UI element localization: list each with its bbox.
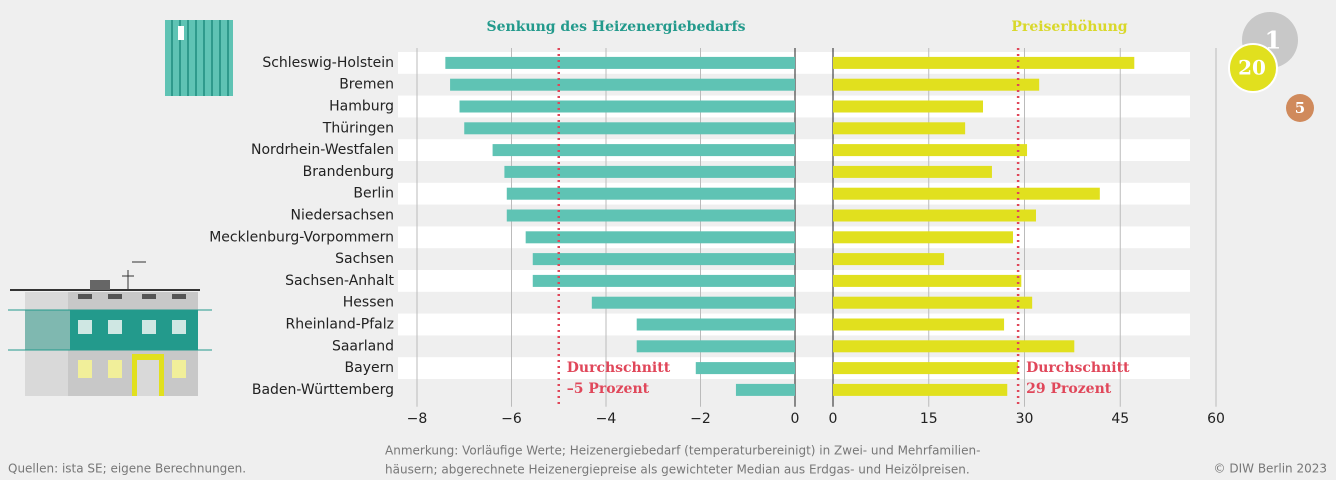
bar bbox=[636, 318, 795, 331]
coin-label: 5 bbox=[1295, 99, 1305, 117]
bar bbox=[833, 340, 1075, 353]
x-tick-label: 60 bbox=[1207, 411, 1225, 427]
bar bbox=[532, 253, 795, 266]
category-label: Saarland bbox=[332, 338, 394, 354]
source: Quellen: ista SE; eigene Berechnungen. bbox=[8, 462, 246, 476]
radiator-icon bbox=[165, 20, 233, 96]
category-label: Schleswig-Holstein bbox=[262, 55, 394, 71]
category-label: Brandenburg bbox=[303, 164, 394, 180]
x-tick-label: 0 bbox=[829, 411, 838, 427]
bar bbox=[464, 122, 795, 135]
bar bbox=[833, 187, 1100, 200]
bar bbox=[636, 340, 795, 353]
bar bbox=[833, 144, 1028, 157]
category-label: Thüringen bbox=[322, 120, 394, 136]
bar bbox=[833, 231, 1014, 244]
category-label: Sachsen bbox=[335, 251, 394, 267]
bar bbox=[833, 56, 1135, 69]
x-tick-label: 30 bbox=[1016, 411, 1034, 427]
category-label: Hamburg bbox=[329, 99, 394, 115]
category-label: Berlin bbox=[353, 186, 394, 202]
category-label: Hessen bbox=[343, 295, 394, 311]
category-label: Bayern bbox=[345, 360, 394, 376]
bar bbox=[506, 187, 795, 200]
panel-title: Senkung des Heizenergiebedarfs bbox=[487, 19, 746, 35]
bar bbox=[532, 274, 795, 287]
bar bbox=[833, 122, 966, 135]
x-tick-label: −6 bbox=[501, 411, 522, 427]
average-label: Durchschnitt bbox=[567, 360, 671, 376]
category-label: Baden-Württemberg bbox=[252, 382, 394, 398]
average-label: 29 Prozent bbox=[1026, 381, 1112, 397]
bar bbox=[506, 209, 795, 222]
bar bbox=[833, 296, 1033, 309]
x-tick-label: 0 bbox=[791, 411, 800, 427]
x-tick-label: 45 bbox=[1111, 411, 1129, 427]
average-label: Durchschnitt bbox=[1026, 360, 1130, 376]
bar bbox=[459, 100, 795, 113]
bar bbox=[833, 100, 984, 113]
bar bbox=[450, 78, 795, 91]
note: Anmerkung: Vorläufige Werte; Heizenergie… bbox=[385, 444, 980, 458]
house-icon bbox=[8, 261, 212, 396]
x-tick-label: −8 bbox=[407, 411, 428, 427]
bar bbox=[833, 165, 992, 178]
bar bbox=[492, 144, 795, 157]
category-label: Mecklenburg-Vorpommern bbox=[209, 229, 394, 245]
category-label: Sachsen-Anhalt bbox=[285, 273, 394, 289]
x-tick-label: −4 bbox=[596, 411, 617, 427]
bar bbox=[833, 78, 1040, 91]
bar bbox=[833, 209, 1036, 222]
bar bbox=[445, 56, 795, 69]
category-label: Bremen bbox=[339, 77, 394, 93]
category-label: Nordrhein-Westfalen bbox=[251, 142, 394, 158]
bar bbox=[591, 296, 795, 309]
average-label: –5 Prozent bbox=[567, 381, 650, 397]
coin-label: 20 bbox=[1238, 56, 1266, 80]
x-tick-label: 15 bbox=[920, 411, 938, 427]
bar bbox=[833, 318, 1005, 331]
bar bbox=[833, 274, 1022, 287]
x-tick-label: −2 bbox=[690, 411, 711, 427]
bar bbox=[833, 362, 1019, 375]
bar bbox=[525, 231, 795, 244]
copyright: © DIW Berlin 2023 bbox=[1214, 462, 1327, 476]
note: häusern; abgerechnete Heizenergiepreise … bbox=[385, 463, 970, 477]
coins-icon: 120 5 bbox=[1228, 12, 1314, 122]
bar bbox=[695, 362, 795, 375]
bar bbox=[504, 165, 795, 178]
category-label: Niedersachsen bbox=[291, 208, 394, 224]
bar bbox=[735, 383, 795, 396]
coin-label: 1 bbox=[1265, 26, 1282, 55]
bar bbox=[833, 383, 1008, 396]
category-label: Rheinland-Pfalz bbox=[286, 317, 394, 333]
bar bbox=[833, 253, 945, 266]
panel-title: Preiserhöhung bbox=[1011, 19, 1127, 35]
